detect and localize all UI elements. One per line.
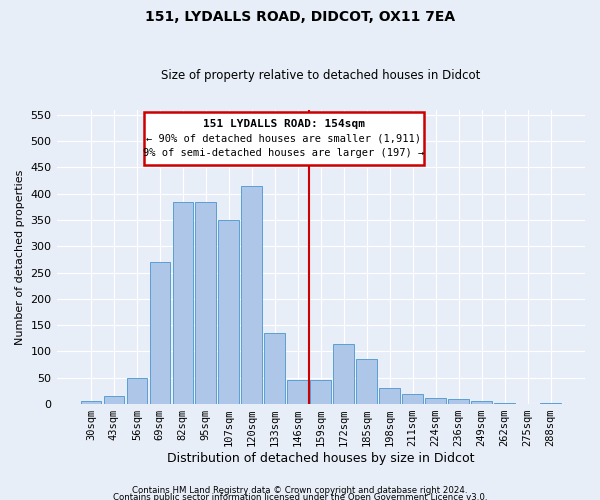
Text: Contains HM Land Registry data © Crown copyright and database right 2024.: Contains HM Land Registry data © Crown c… — [132, 486, 468, 495]
Title: Size of property relative to detached houses in Didcot: Size of property relative to detached ho… — [161, 69, 481, 82]
Bar — [310, 380, 331, 404]
Text: 151, LYDALLS ROAD, DIDCOT, OX11 7EA: 151, LYDALLS ROAD, DIDCOT, OX11 7EA — [145, 10, 455, 24]
Bar — [149, 262, 170, 404]
Bar — [241, 186, 262, 404]
Text: Contains public sector information licensed under the Open Government Licence v3: Contains public sector information licen… — [113, 494, 487, 500]
Bar — [287, 380, 308, 404]
Y-axis label: Number of detached properties: Number of detached properties — [15, 169, 25, 344]
Bar — [448, 399, 469, 404]
Bar — [173, 202, 193, 404]
Text: ← 90% of detached houses are smaller (1,911): ← 90% of detached houses are smaller (1,… — [146, 134, 421, 143]
FancyBboxPatch shape — [144, 112, 424, 165]
Bar — [104, 396, 124, 404]
Bar — [540, 402, 561, 404]
Bar — [218, 220, 239, 404]
Bar — [403, 394, 423, 404]
Bar — [265, 333, 285, 404]
X-axis label: Distribution of detached houses by size in Didcot: Distribution of detached houses by size … — [167, 452, 475, 465]
Bar — [80, 402, 101, 404]
Bar — [356, 360, 377, 404]
Text: 9% of semi-detached houses are larger (197) →: 9% of semi-detached houses are larger (1… — [143, 148, 425, 158]
Bar — [379, 388, 400, 404]
Text: 151 LYDALLS ROAD: 154sqm: 151 LYDALLS ROAD: 154sqm — [203, 119, 365, 129]
Bar — [196, 202, 216, 404]
Bar — [127, 378, 147, 404]
Bar — [494, 403, 515, 404]
Bar — [425, 398, 446, 404]
Bar — [334, 344, 354, 404]
Bar — [472, 402, 492, 404]
